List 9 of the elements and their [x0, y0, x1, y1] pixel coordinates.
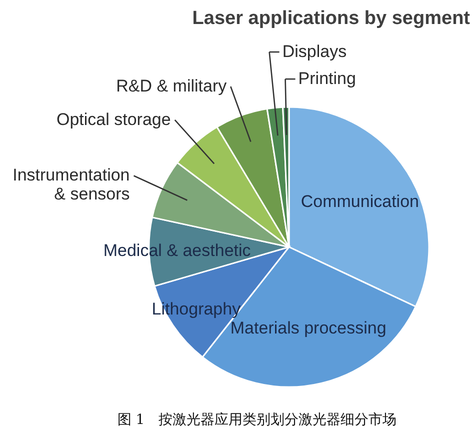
slice-label: R&D & military	[116, 76, 228, 96]
caption: 图 1 按激光器应用类别划分激光器细分市场	[117, 412, 397, 428]
slice-label: Displays	[282, 42, 347, 61]
slice-label: Optical storage	[56, 110, 171, 129]
chart-title: Laser applications by segment	[192, 8, 471, 29]
slice-label: Materials processing	[230, 318, 386, 338]
slice-label: Instrumentation & sensors	[12, 166, 130, 204]
slice-label: Communication	[300, 192, 419, 211]
slice-label: Printing	[298, 69, 356, 88]
